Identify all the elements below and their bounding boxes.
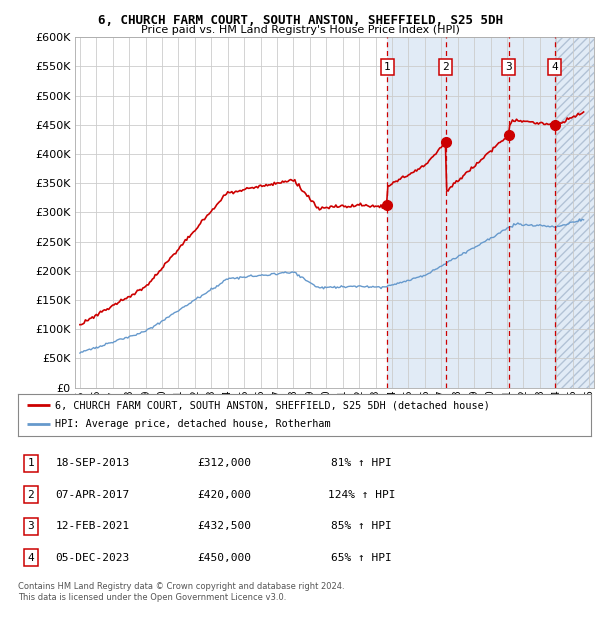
Bar bbox=[446, 37, 509, 387]
Text: 4: 4 bbox=[551, 62, 558, 72]
Text: 6, CHURCH FARM COURT, SOUTH ANSTON, SHEFFIELD, S25 5DH: 6, CHURCH FARM COURT, SOUTH ANSTON, SHEF… bbox=[97, 14, 503, 27]
Text: £420,000: £420,000 bbox=[197, 490, 251, 500]
Text: 07-APR-2017: 07-APR-2017 bbox=[55, 490, 130, 500]
Text: This data is licensed under the Open Government Licence v3.0.: This data is licensed under the Open Gov… bbox=[18, 593, 286, 602]
Bar bbox=[387, 37, 446, 387]
Text: 81% ↑ HPI: 81% ↑ HPI bbox=[331, 458, 392, 468]
Text: £432,500: £432,500 bbox=[197, 521, 251, 531]
Text: HPI: Average price, detached house, Rotherham: HPI: Average price, detached house, Roth… bbox=[55, 420, 331, 430]
Text: 12-FEB-2021: 12-FEB-2021 bbox=[55, 521, 130, 531]
Text: 05-DEC-2023: 05-DEC-2023 bbox=[55, 552, 130, 563]
Text: 124% ↑ HPI: 124% ↑ HPI bbox=[328, 490, 395, 500]
Text: 3: 3 bbox=[505, 62, 512, 72]
Text: 6, CHURCH FARM COURT, SOUTH ANSTON, SHEFFIELD, S25 5DH (detached house): 6, CHURCH FARM COURT, SOUTH ANSTON, SHEF… bbox=[55, 400, 490, 410]
Text: Contains HM Land Registry data © Crown copyright and database right 2024.: Contains HM Land Registry data © Crown c… bbox=[18, 582, 344, 591]
Text: 85% ↑ HPI: 85% ↑ HPI bbox=[331, 521, 392, 531]
Text: 2: 2 bbox=[27, 490, 34, 500]
Bar bbox=[555, 37, 594, 387]
Text: 1: 1 bbox=[27, 458, 34, 468]
Text: £312,000: £312,000 bbox=[197, 458, 251, 468]
Text: 3: 3 bbox=[27, 521, 34, 531]
Text: 65% ↑ HPI: 65% ↑ HPI bbox=[331, 552, 392, 563]
Text: 18-SEP-2013: 18-SEP-2013 bbox=[55, 458, 130, 468]
Text: 2: 2 bbox=[442, 62, 449, 72]
Text: £450,000: £450,000 bbox=[197, 552, 251, 563]
Text: 4: 4 bbox=[27, 552, 34, 563]
Text: Price paid vs. HM Land Registry's House Price Index (HPI): Price paid vs. HM Land Registry's House … bbox=[140, 25, 460, 35]
Bar bbox=[509, 37, 555, 387]
Text: 1: 1 bbox=[384, 62, 391, 72]
